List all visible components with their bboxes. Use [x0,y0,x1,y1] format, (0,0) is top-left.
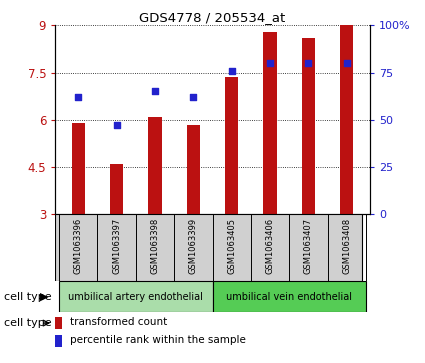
Text: GSM1063397: GSM1063397 [112,217,121,274]
Text: umbilical artery endothelial: umbilical artery endothelial [68,292,203,302]
Bar [340,25,354,214]
Point [75,94,82,100]
Bar [55,335,62,347]
Text: GSM1063408: GSM1063408 [342,217,351,274]
Text: cell type: cell type [4,292,52,302]
Point [152,89,159,94]
Bar [110,164,123,214]
Point [190,94,197,100]
Bar [187,125,200,214]
Point [305,60,312,66]
Bar [264,32,277,214]
Text: GSM1063405: GSM1063405 [227,217,236,274]
Point [228,68,235,74]
Title: GDS4778 / 205534_at: GDS4778 / 205534_at [139,11,286,24]
Bar [225,77,238,214]
Text: GSM1063399: GSM1063399 [189,217,198,274]
Text: GSM1063407: GSM1063407 [304,217,313,274]
Text: umbilical vein endothelial: umbilical vein endothelial [226,292,352,302]
Text: percentile rank within the sample: percentile rank within the sample [70,335,246,346]
Bar [302,38,315,214]
Text: GSM1063398: GSM1063398 [150,217,159,274]
Bar [55,317,62,329]
Text: transformed count: transformed count [70,317,167,327]
Point [343,60,350,66]
Text: GSM1063396: GSM1063396 [74,217,83,274]
Text: ▶: ▶ [40,292,49,302]
Point [266,60,273,66]
Text: GSM1063406: GSM1063406 [266,217,275,274]
Bar [148,117,162,214]
Bar [71,123,85,214]
Text: cell type: cell type [4,318,52,328]
Point [113,123,120,129]
Bar [59,281,212,312]
Bar [212,281,366,312]
